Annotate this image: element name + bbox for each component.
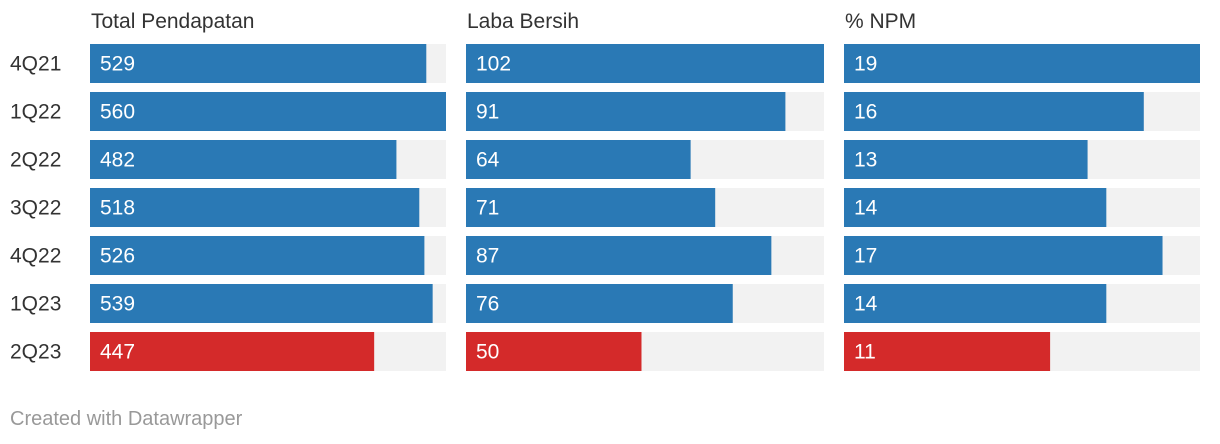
row-label-1q23: 1Q23 — [10, 293, 61, 316]
bar-total-pendapatan-1q22 — [90, 92, 446, 131]
row-label-4q22: 4Q22 — [10, 245, 61, 268]
bar-npm-4q22 — [844, 236, 1163, 275]
bar-npm-2q22 — [844, 140, 1088, 179]
bar-total-pendapatan-4q22 — [90, 236, 425, 275]
value-label-laba-bersih-3q22: 71 — [476, 197, 499, 220]
row-label-1q22: 1Q22 — [10, 101, 61, 124]
value-label-npm-1q23: 14 — [854, 293, 878, 316]
value-label-total-pendapatan-2q22: 482 — [100, 149, 135, 172]
value-label-total-pendapatan-2q23: 447 — [100, 341, 135, 364]
bar-npm-2q23 — [844, 332, 1051, 371]
panel-title-npm: % NPM — [845, 10, 916, 33]
bar-npm-4q21 — [844, 44, 1200, 83]
bar-total-pendapatan-2q23 — [90, 332, 375, 371]
value-label-npm-2q22: 13 — [854, 149, 877, 172]
row-label-3q22: 3Q22 — [10, 197, 61, 220]
panel-title-laba-bersih: Laba Bersih — [467, 10, 579, 33]
bar-total-pendapatan-4q21 — [90, 44, 427, 83]
row-label-4q21: 4Q21 — [10, 53, 61, 76]
value-label-npm-4q21: 19 — [854, 53, 877, 76]
bar-npm-3q22 — [844, 188, 1107, 227]
value-label-total-pendapatan-1q23: 539 — [100, 293, 135, 316]
bar-total-pendapatan-3q22 — [90, 188, 420, 227]
value-label-laba-bersih-4q22: 87 — [476, 245, 499, 268]
bar-total-pendapatan-1q23 — [90, 284, 433, 323]
panel-title-total-pendapatan: Total Pendapatan — [91, 10, 254, 33]
bar-laba-bersih-1q23 — [466, 284, 733, 323]
bar-npm-1q23 — [844, 284, 1107, 323]
bar-total-pendapatan-2q22 — [90, 140, 397, 179]
value-label-total-pendapatan-1q22: 560 — [100, 101, 135, 124]
bar-laba-bersih-2q22 — [466, 140, 691, 179]
bar-laba-bersih-4q22 — [466, 236, 772, 275]
value-label-npm-2q23: 11 — [854, 341, 876, 364]
value-label-laba-bersih-2q22: 64 — [476, 149, 500, 172]
value-label-laba-bersih-1q22: 91 — [476, 101, 499, 124]
value-label-laba-bersih-1q23: 76 — [476, 293, 499, 316]
footer-credit: Created with Datawrapper — [10, 408, 243, 430]
bar-laba-bersih-3q22 — [466, 188, 716, 227]
value-label-npm-3q22: 14 — [854, 197, 878, 220]
bar-chart: 4Q21 1Q22 2Q22 3Q22 4Q22 1Q23 2Q23 Total Pendap… — [10, 10, 1200, 371]
bar-laba-bersih-2q23 — [466, 332, 642, 371]
value-label-npm-1q22: 16 — [854, 101, 877, 124]
value-label-total-pendapatan-3q22: 518 — [100, 197, 135, 220]
row-label-2q22: 2Q22 — [10, 149, 61, 172]
value-label-total-pendapatan-4q22: 526 — [100, 245, 135, 268]
bar-laba-bersih-4q21 — [466, 44, 824, 83]
bar-laba-bersih-1q22 — [466, 92, 786, 131]
value-label-laba-bersih-4q21: 102 — [476, 53, 511, 76]
value-label-laba-bersih-2q23: 50 — [476, 341, 499, 364]
row-label-2q23: 2Q23 — [10, 341, 61, 364]
value-label-total-pendapatan-4q21: 529 — [100, 53, 135, 76]
value-label-npm-4q22: 17 — [854, 245, 877, 268]
bar-npm-1q22 — [844, 92, 1144, 131]
